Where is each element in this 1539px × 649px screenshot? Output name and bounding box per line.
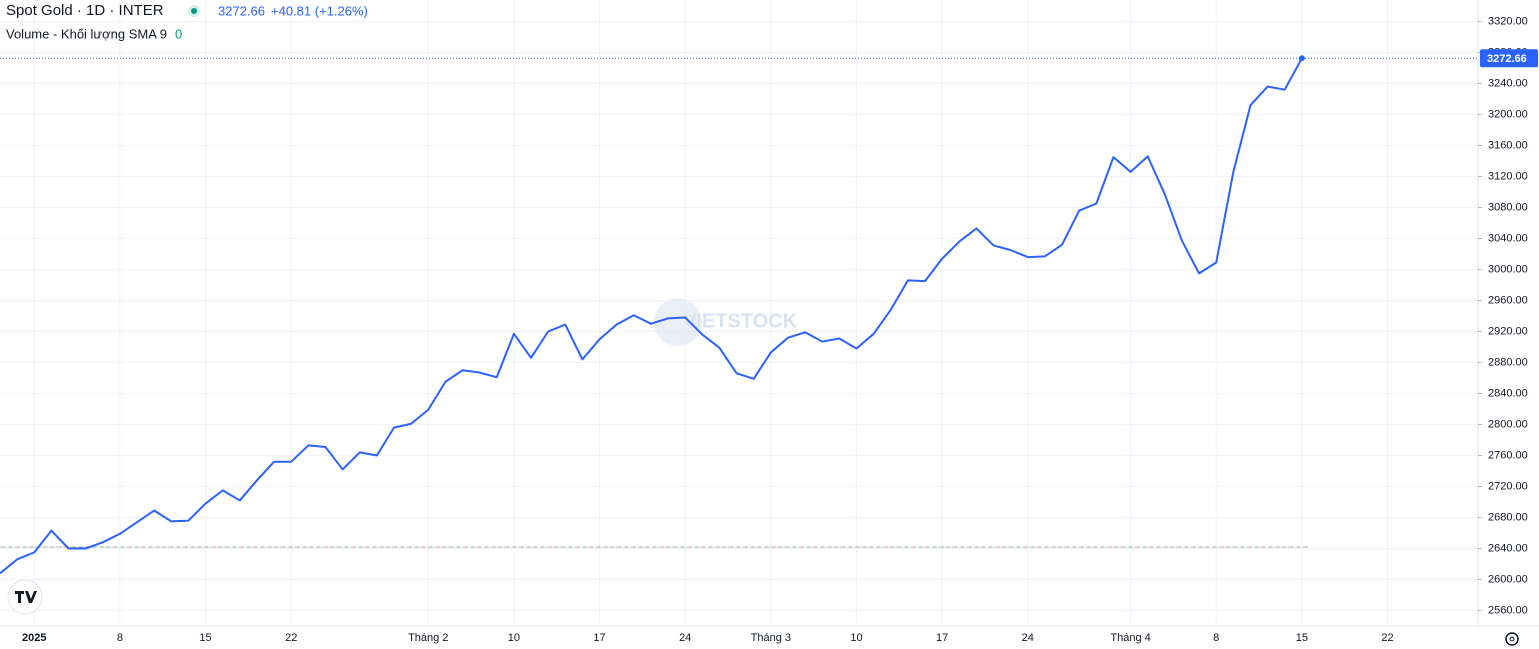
y-tick-label: 2840.00 [1488, 387, 1528, 399]
logo-circle[interactable] [7, 579, 43, 615]
y-tick-label: 2560.00 [1488, 604, 1528, 616]
y-tick-label: 2600.00 [1488, 573, 1528, 585]
x-tick-label: 22 [285, 632, 297, 644]
last-point [1298, 55, 1305, 62]
y-tick-label: 2800.00 [1488, 418, 1528, 430]
price-badge-label: 3272.66 [1487, 53, 1527, 65]
y-tick-label: 2640.00 [1488, 542, 1528, 554]
x-tick-label: 8 [1213, 632, 1219, 644]
x-tick-label: Tháng 4 [1110, 632, 1150, 644]
settings-button[interactable] [1505, 632, 1519, 646]
y-tick-label: 2920.00 [1488, 325, 1528, 337]
x-tick-label: 15 [199, 632, 211, 644]
watermark: VIETSTOCK [683, 310, 798, 332]
logo-mark [15, 591, 37, 603]
price-change: +40.81 (+1.26%) [271, 3, 368, 18]
x-tick-label: 17 [593, 632, 605, 644]
x-tick-label: 10 [508, 632, 520, 644]
axes: 2560.00 2600.00 2640.00 2680.00 2720.00 2760.… [22, 15, 1538, 644]
x-tick-label: 17 [936, 632, 948, 644]
y-tick-label: 3320.00 [1488, 15, 1528, 27]
x-tick-label: 24 [679, 632, 691, 644]
gear[interactable] [1505, 632, 1519, 646]
indicator-name: Volume - Khối lượng SMA 9 [6, 26, 167, 41]
y-tick-label: 3040.00 [1488, 232, 1528, 244]
y-tick-label: 3240.00 [1488, 77, 1528, 89]
y-tick-label: 2680.00 [1488, 511, 1528, 523]
x-tick-label: 15 [1296, 632, 1308, 644]
y-tick-label: 3000.00 [1488, 263, 1528, 275]
y-tick-label: 3200.00 [1488, 108, 1528, 120]
plot [0, 55, 1478, 575]
x-tick-label: 2025 [22, 632, 46, 644]
gear-center [1509, 636, 1515, 642]
y-tick-label: 3120.00 [1488, 170, 1528, 182]
x-tick-label: 8 [117, 632, 123, 644]
price-line [0, 57, 1303, 575]
y-tick-label: 2880.00 [1488, 356, 1528, 368]
x-tick-label: 10 [850, 632, 862, 644]
x-tick-label: 24 [1022, 632, 1034, 644]
x-tick-label: 22 [1381, 632, 1393, 644]
x-tick-label: Tháng 3 [751, 632, 791, 644]
price: 3272.66 [218, 3, 265, 18]
indicator-value: 0 [175, 26, 182, 41]
y-tick-label: 3080.00 [1488, 201, 1528, 213]
y-tick-label: 2760.00 [1488, 449, 1528, 461]
y-tick-label: 3160.00 [1488, 139, 1528, 151]
price-badge [1480, 49, 1538, 68]
y-tick-label: 2960.00 [1488, 294, 1528, 306]
x-tick-label: Tháng 2 [408, 632, 448, 644]
tv-logo[interactable] [7, 579, 43, 615]
status-dot [191, 8, 197, 14]
watermark-logo [654, 298, 702, 346]
y-tick-label: 2720.00 [1488, 480, 1528, 492]
grid-layer [0, 0, 1478, 626]
chart-title: Spot Gold · 1D · INTER [6, 2, 164, 19]
